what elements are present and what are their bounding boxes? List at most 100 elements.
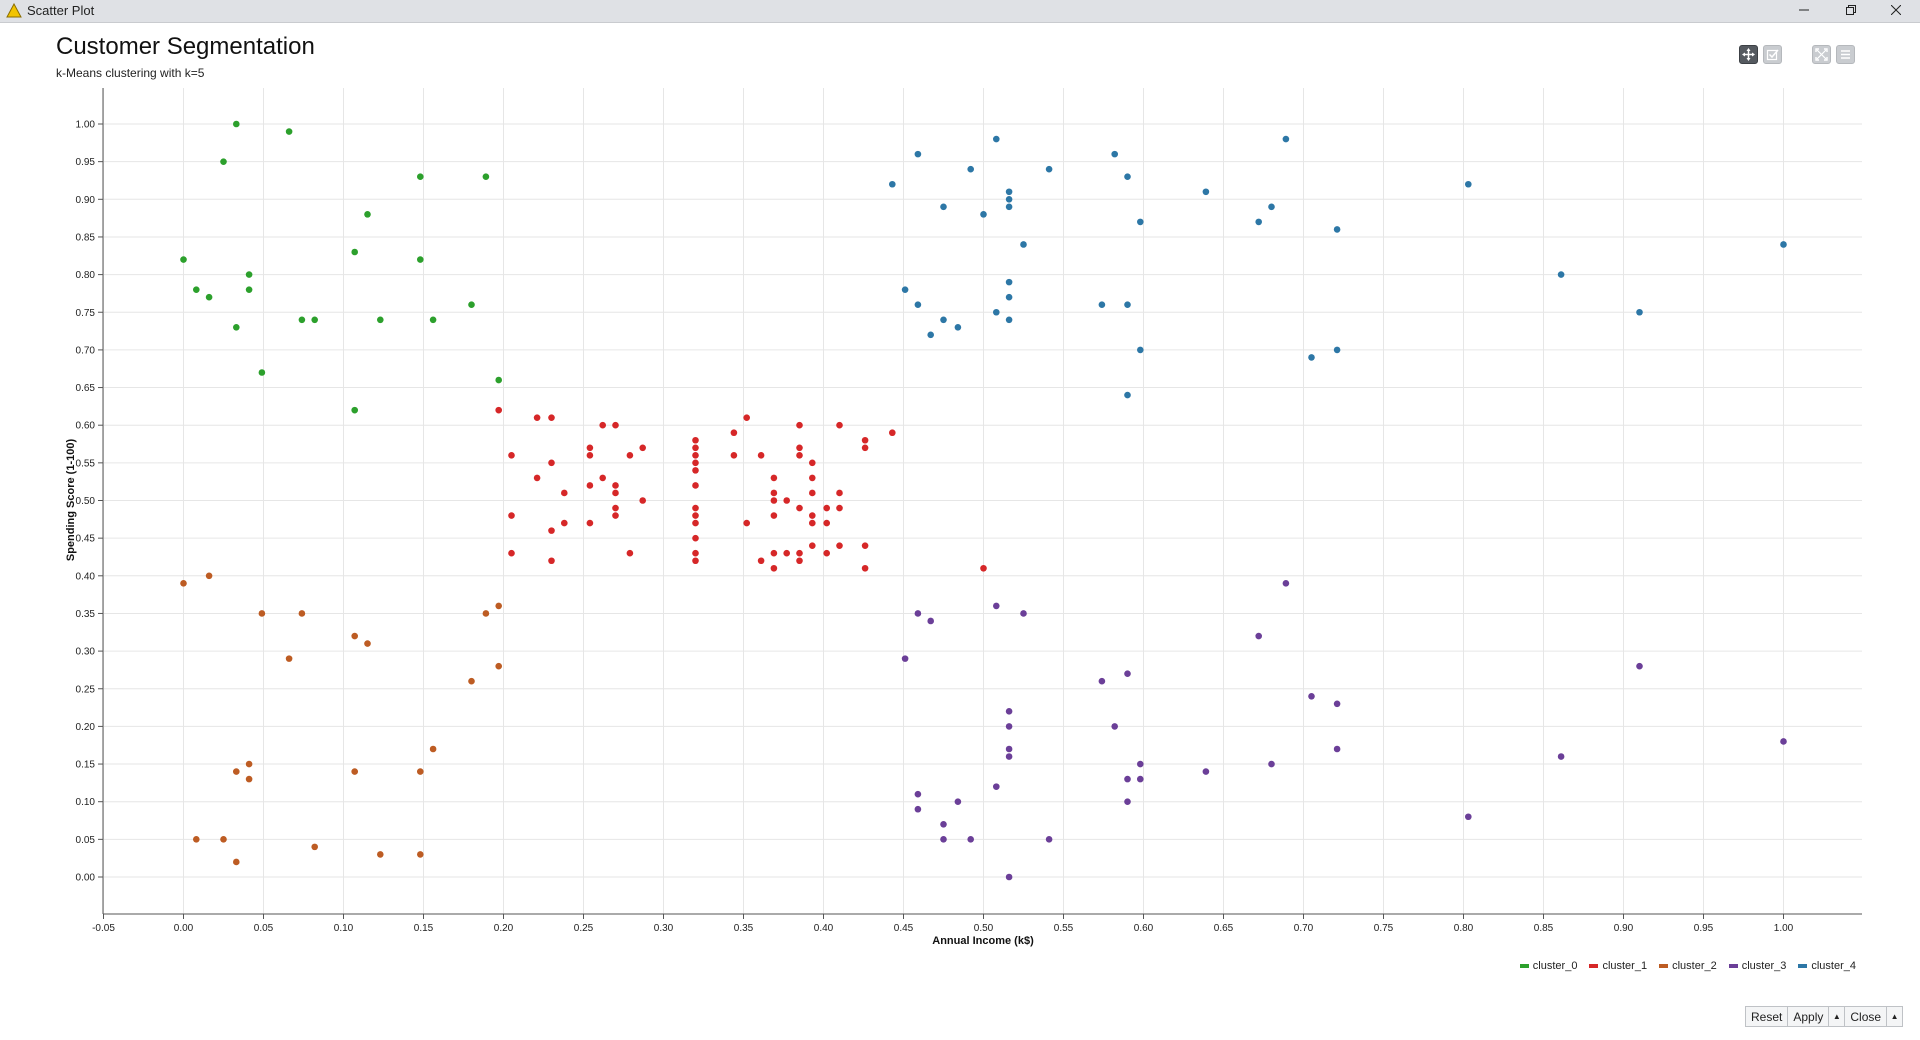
data-point	[1137, 760, 1144, 768]
x-tick-label: 0.00	[174, 923, 194, 934]
data-point	[1045, 165, 1053, 173]
apply-dropdown-button[interactable]: ▲	[1828, 1006, 1846, 1027]
legend-swatch	[1519, 964, 1529, 968]
data-point	[1308, 354, 1315, 361]
restore-icon	[1846, 5, 1856, 15]
data-point	[914, 805, 922, 813]
data-point	[914, 790, 922, 798]
data-point	[561, 489, 568, 497]
x-tick-label: 0.45	[894, 923, 914, 934]
pan-tool-button[interactable]	[1739, 45, 1758, 64]
data-point	[861, 436, 869, 444]
data-point	[533, 474, 541, 482]
data-point	[692, 436, 699, 444]
close-button[interactable]: Close	[1844, 1006, 1888, 1027]
data-point	[1005, 316, 1013, 324]
y-tick-label: 0.45	[76, 534, 96, 545]
caret-up-icon: ▲	[1832, 1012, 1841, 1021]
x-tick-label: 0.10	[334, 923, 354, 934]
data-point	[1098, 677, 1106, 685]
data-point	[298, 610, 306, 617]
data-point	[1308, 692, 1315, 700]
data-point	[612, 504, 619, 512]
close-dropdown-button[interactable]: ▲	[1886, 1006, 1904, 1027]
close-icon	[1890, 4, 1902, 16]
apply-button[interactable]: Apply	[1787, 1006, 1830, 1027]
data-point	[180, 256, 187, 263]
data-point	[180, 580, 187, 587]
select-tool-button[interactable]	[1763, 45, 1782, 64]
x-tick-label: 0.20	[494, 923, 514, 934]
data-point	[796, 557, 803, 565]
data-point	[245, 775, 253, 783]
data-point	[809, 542, 816, 549]
data-point	[1137, 346, 1144, 354]
data-point	[823, 519, 830, 527]
data-point	[980, 564, 987, 572]
reset-button[interactable]: Reset	[1745, 1006, 1789, 1027]
data-point	[1333, 226, 1341, 233]
data-point	[1780, 738, 1787, 745]
legend-item[interactable]: cluster_1	[1589, 960, 1647, 972]
restore-button[interactable]	[1829, 0, 1873, 22]
data-point	[1137, 775, 1144, 783]
series-cluster_1	[495, 406, 987, 572]
legend-item[interactable]: cluster_3	[1728, 960, 1786, 972]
data-point	[967, 836, 974, 843]
data-point	[351, 248, 359, 256]
data-point	[377, 316, 384, 324]
x-tick-label: 0.75	[1374, 923, 1394, 934]
legend-item[interactable]: cluster_2	[1659, 960, 1717, 972]
legend-item[interactable]: cluster_0	[1519, 960, 1577, 972]
data-point	[495, 406, 503, 414]
data-point	[586, 452, 594, 459]
legend-item[interactable]: cluster_4	[1798, 960, 1856, 972]
warning-triangle-icon	[6, 3, 22, 18]
scatter-plot[interactable]: -0.05 0.00 0.05 0.10 0.15 0.20 0.25 0.30 0.35 0.4…	[0, 80, 1920, 960]
data-point	[193, 836, 200, 843]
fullscreen-tool-button[interactable]	[1812, 45, 1831, 64]
data-point	[1005, 723, 1013, 730]
data-point	[809, 512, 816, 519]
data-point	[482, 610, 490, 617]
data-point	[1005, 293, 1013, 301]
data-point	[836, 504, 843, 512]
data-point	[548, 557, 555, 565]
data-point	[783, 497, 790, 504]
data-point	[692, 557, 699, 565]
data-point	[914, 150, 922, 158]
data-point	[1202, 188, 1210, 196]
minimize-icon	[1799, 9, 1809, 11]
data-point	[548, 459, 555, 467]
data-point	[836, 489, 843, 497]
y-tick-label: 0.30	[76, 647, 96, 658]
data-point	[993, 308, 1000, 316]
data-point	[533, 414, 541, 421]
data-point	[586, 519, 594, 527]
data-point	[561, 519, 568, 527]
data-point	[612, 421, 619, 429]
y-tick-label: 0.80	[76, 270, 96, 281]
y-axis-label: Spending Score (1-100)	[65, 439, 77, 562]
data-point	[914, 610, 922, 617]
data-point	[612, 482, 619, 489]
legend-label: cluster_1	[1602, 960, 1648, 972]
data-point	[626, 452, 634, 459]
x-tick-label: 0.15	[414, 923, 434, 934]
data-point	[836, 421, 843, 429]
data-point	[940, 316, 947, 324]
data-point	[626, 549, 634, 557]
data-point	[245, 760, 253, 768]
close-window-button[interactable]	[1874, 0, 1918, 22]
data-point	[417, 173, 424, 181]
data-point	[233, 324, 240, 331]
data-point	[1111, 723, 1118, 730]
data-point	[692, 534, 699, 542]
menu-tool-button[interactable]	[1836, 45, 1855, 64]
data-point	[1465, 180, 1472, 188]
data-point	[508, 452, 515, 459]
data-point	[245, 286, 253, 293]
y-tick-label: 0.90	[76, 195, 96, 206]
minimize-button[interactable]	[1782, 0, 1826, 22]
series-cluster_0	[180, 120, 503, 414]
